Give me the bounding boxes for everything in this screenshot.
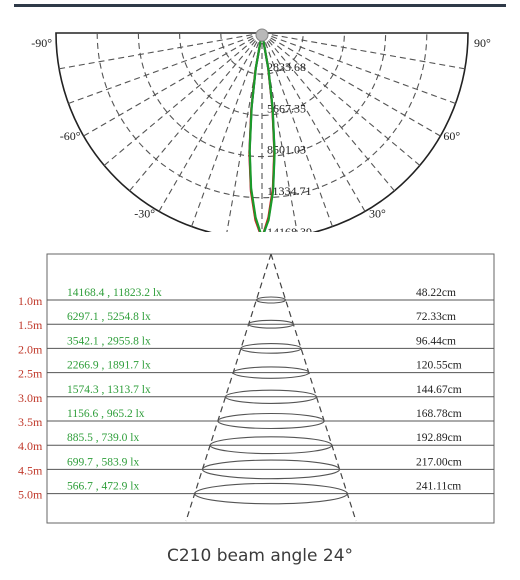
polar-spoke [261, 32, 456, 104]
polar-spoke [68, 32, 263, 104]
beam-spot-ellipse [232, 366, 310, 379]
beam-spot-ellipse [209, 436, 333, 455]
illuminance-label: 1574.3 , 1313.7 lx [67, 384, 151, 396]
spot-diameter-label: 217.00cm [416, 456, 462, 468]
polar-radial-tick-label: 11334.71 [267, 184, 312, 198]
beam-spot-ellipse [194, 482, 348, 505]
distance-label: 1.5m [18, 318, 43, 332]
illuminance-label: 1156.6 , 965.2 lx [67, 408, 145, 420]
illuminance-label: 6297.1 , 5254.8 lx [67, 311, 151, 323]
figure-caption: C210 beam angle 24° [166, 546, 354, 566]
polar-spoke [129, 32, 263, 192]
illuminance-label: 699.7 , 583.9 lx [67, 456, 139, 468]
beam-spot-ellipse [201, 459, 341, 480]
distance-label: 2.5m [18, 367, 43, 381]
beam-spot-ellipse [217, 412, 325, 430]
polar-spoke [261, 32, 333, 227]
distance-label: 5.0m [18, 488, 43, 502]
spot-diameter-label: 48.22cm [416, 287, 456, 299]
distance-label: 1.0m [18, 294, 43, 308]
polar-radial-tick-label: 2833.68 [267, 60, 306, 74]
distance-label: 3.5m [18, 415, 43, 429]
beam-spot-ellipse [248, 319, 294, 329]
polar-spoke [191, 32, 263, 227]
spot-diameter-label: 96.44cm [416, 335, 456, 347]
beam-spot-ellipse [240, 343, 302, 354]
distance-label: 4.0m [18, 439, 43, 453]
beam-spot-ellipse [224, 389, 318, 404]
polar-spoke [261, 32, 421, 166]
polar-angle-label: -90° [31, 36, 52, 50]
beam-spot-ellipse [255, 296, 287, 304]
top-divider [14, 4, 506, 7]
polar-radial-tick-label: 8501.03 [267, 143, 306, 157]
spot-diameter-label: 120.55cm [416, 360, 462, 372]
polar-spoke [83, 32, 263, 137]
illuminance-label: 2266.9 , 1891.7 lx [67, 360, 151, 372]
polar-spoke [261, 32, 441, 137]
spot-diameter-label: 192.89cm [416, 432, 462, 444]
illuminance-label: 566.7 , 472.9 lx [67, 481, 139, 493]
beam-spread-table: 1.0m 14168.4 , 11823.2 lx 48.22cm 1.5m 6297.… [18, 253, 495, 524]
spot-diameter-label: 144.67cm [416, 384, 462, 396]
light-source-marker [255, 28, 269, 42]
polar-radial-tick-label: 5667.35 [267, 101, 306, 115]
distance-label: 4.5m [18, 463, 43, 477]
polar-spoke [261, 32, 366, 212]
polar-candela-chart: -90°90°-60°60°-30°30°0°2833.685667.35850… [31, 28, 491, 232]
polar-spoke [261, 32, 465, 70]
polar-radial-tick-label: 14168.39 [267, 225, 312, 232]
polar-angle-label: -30° [134, 206, 155, 220]
polar-ring [179, 32, 345, 116]
polar-angle-label: 60° [443, 129, 460, 143]
polar-spoke [158, 32, 263, 212]
polar-spoke [103, 32, 263, 166]
polar-outline [55, 32, 469, 232]
illuminance-label: 885.5 , 739.0 lx [67, 432, 139, 444]
polar-angle-label: 90° [474, 36, 491, 50]
illuminance-label: 3542.1 , 2955.8 lx [67, 335, 151, 347]
beam-cone-edge [270, 253, 357, 522]
polar-angle-label: 30° [369, 206, 386, 220]
spot-diameter-label: 168.78cm [416, 408, 462, 420]
polar-spoke [59, 32, 263, 70]
distance-label: 2.0m [18, 342, 43, 356]
spot-diameter-label: 72.33cm [416, 311, 456, 323]
illuminance-label: 14168.4 , 11823.2 lx [67, 287, 162, 299]
spot-diameter-label: 241.11cm [416, 481, 461, 493]
polar-series-line [248, 32, 276, 232]
polar-spoke [261, 32, 395, 192]
beam-cone-edge [185, 253, 272, 522]
distance-label: 3.0m [18, 391, 43, 405]
polar-angle-label: -60° [60, 129, 81, 143]
